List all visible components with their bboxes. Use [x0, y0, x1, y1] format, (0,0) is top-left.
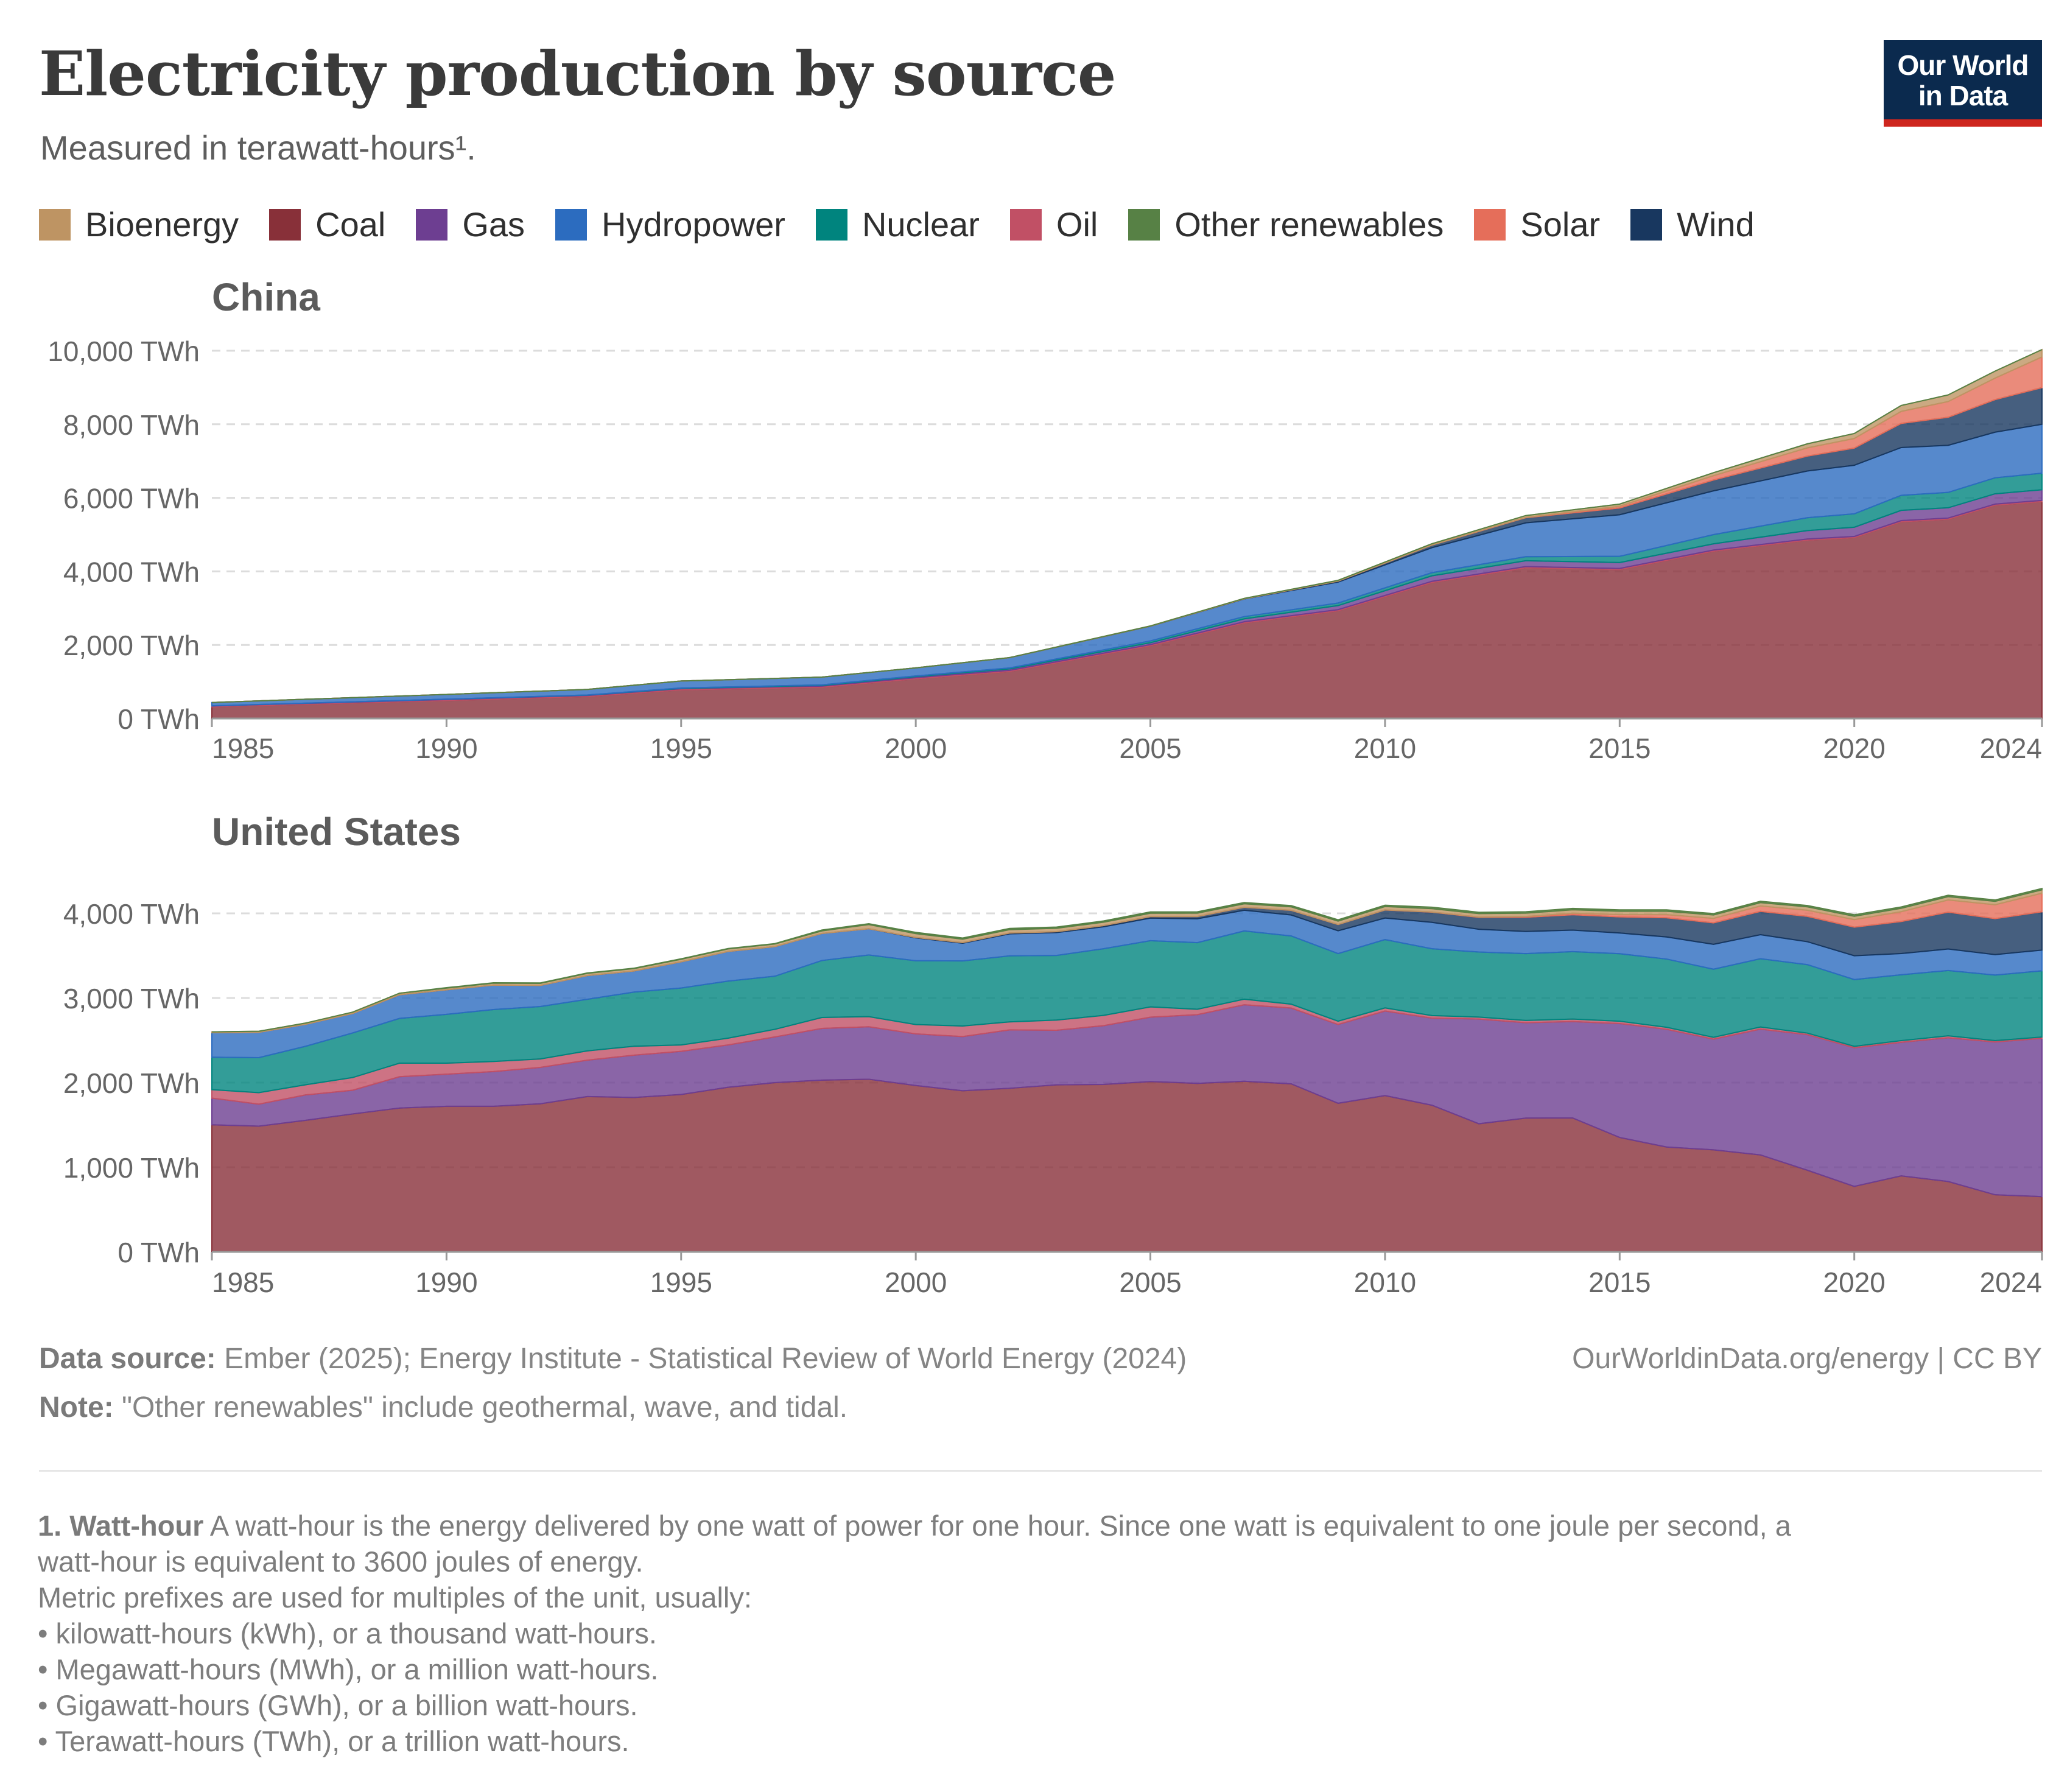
legend-item-nuclear[interactable]: Nuclear	[815, 205, 980, 244]
footnote-bullet: • Megawatt-hours (MWh), or a million wat…	[38, 1653, 659, 1685]
y-tick-label: 6,000 TWh	[63, 483, 200, 515]
charts-canvas: China 0 TWh 2,000 TWh 4,000 TWh 6,000 TWh 8,0…	[47, 275, 2043, 1298]
logo-line-2: in Data	[1918, 80, 2008, 111]
legend-swatch	[1630, 208, 1663, 241]
footnote-line-3: Metric prefixes are used for multiples o…	[38, 1581, 752, 1614]
x-tick-label: 1995	[650, 733, 712, 764]
x-tick-label: 1995	[650, 1267, 712, 1298]
note-text: "Other renewables" include geothermal, w…	[122, 1391, 848, 1424]
note-line: Note: "Other renewables" include geother…	[39, 1391, 2042, 1439]
x-tick-label: 2020	[1823, 1267, 1886, 1298]
area-other	[211, 887, 2043, 1033]
footer-divider	[39, 1470, 2042, 1472]
x-tick-label: 2015	[1588, 733, 1651, 764]
legend-item-hydropower[interactable]: Hydropower	[555, 205, 785, 244]
y-tick-label: 4,000 TWh	[63, 898, 200, 930]
x-tick-label: 1985	[212, 1267, 274, 1298]
y-tick-label: 3,000 TWh	[63, 983, 200, 1014]
x-tick-label: 2010	[1354, 733, 1416, 764]
legend-swatch	[1009, 208, 1042, 241]
footnote-term: 1. Watt-hour	[38, 1509, 204, 1542]
legend-swatch	[1128, 208, 1160, 241]
x-tick-label: 2015	[1588, 1267, 1651, 1298]
panel-title-china: China	[212, 275, 320, 319]
footnote-line-1: 1. Watt-hour A watt-hour is the energy d…	[38, 1508, 1986, 1544]
legend-item-other-renewables[interactable]: Other renewables	[1128, 205, 1444, 244]
legend-item-gas[interactable]: Gas	[416, 205, 525, 244]
panel-title-us: United States	[212, 810, 461, 854]
legend-item-oil[interactable]: Oil	[1009, 205, 1098, 244]
y-tick-label: 10,000 TWh	[47, 336, 200, 367]
legend-label: Hydropower	[602, 205, 785, 244]
legend-swatch	[269, 208, 301, 241]
legend-label: Oil	[1056, 205, 1098, 244]
y-tick-label: 8,000 TWh	[63, 409, 200, 441]
x-tick-label: 1990	[415, 733, 477, 764]
x-tick-label: 2010	[1354, 1267, 1416, 1298]
footer: Data source: Ember (2025); Energy Instit…	[39, 1342, 2042, 1439]
legend-label: Wind	[1677, 205, 1755, 244]
source-label: Data source:	[39, 1343, 216, 1375]
y-tick-label: 0 TWh	[118, 1237, 200, 1268]
legend-label: Nuclear	[861, 205, 980, 244]
logo-line-1: Our World	[1897, 49, 2029, 81]
legend-label: Other renewables	[1174, 205, 1444, 244]
footnote-text-1: A watt-hour is the energy delivered by o…	[209, 1509, 1791, 1542]
y-tick-label: 4,000 TWh	[63, 556, 200, 588]
legend-swatch	[815, 208, 847, 241]
y-tick-label: 2,000 TWh	[63, 1067, 200, 1099]
y-tick-label: 2,000 TWh	[63, 630, 200, 661]
y-tick-label: 0 TWh	[118, 703, 200, 735]
legend-swatch	[416, 208, 448, 241]
legend-item-bioenergy[interactable]: Bioenergy	[39, 205, 239, 244]
x-tick-label: 2000	[885, 1267, 947, 1298]
area-other	[211, 349, 2043, 703]
x-tick-label: 1985	[212, 733, 274, 764]
x-tick-label: 2024	[1980, 1267, 2042, 1298]
legend-label: Gas	[462, 205, 525, 244]
legend-item-solar[interactable]: Solar	[1474, 205, 1600, 244]
legend-swatch	[555, 208, 588, 241]
footnote-bullet: • Terawatt-hours (TWh), or a trillion wa…	[38, 1725, 630, 1757]
legend-swatch	[1474, 208, 1506, 241]
x-tick-label: 2005	[1119, 1267, 1181, 1298]
note-label: Note:	[39, 1391, 114, 1424]
legend-label: Solar	[1520, 205, 1601, 244]
legend: Bioenergy Coal Gas Hydropower Nuclear Oi…	[39, 205, 1785, 244]
legend-swatch	[39, 208, 71, 241]
x-tick-label: 1990	[415, 1267, 477, 1298]
footnote-line-2: watt-hour is equivalent to 3600 joules o…	[38, 1545, 644, 1578]
legend-item-coal[interactable]: Coal	[269, 205, 385, 244]
x-tick-label: 2005	[1119, 733, 1181, 764]
page-subtitle: Measured in terawatt-hours¹.	[40, 128, 476, 167]
footnote: 1. Watt-hour A watt-hour is the energy d…	[38, 1508, 1986, 1759]
legend-item-wind[interactable]: Wind	[1630, 205, 1755, 244]
x-tick-label: 2020	[1823, 733, 1886, 764]
owid-logo[interactable]: Our World in Data	[1884, 40, 2042, 127]
source-line: Data source: Ember (2025); Energy Instit…	[39, 1342, 2042, 1391]
y-tick-label: 1,000 TWh	[63, 1152, 200, 1184]
source-text: Ember (2025); Energy Institute - Statist…	[224, 1343, 1187, 1375]
legend-label: Bioenergy	[85, 205, 239, 244]
x-tick-label: 2000	[885, 733, 947, 764]
legend-label: Coal	[315, 205, 386, 244]
x-tick-label: 2024	[1980, 733, 2042, 764]
credit-link[interactable]: OurWorldinData.org/energy | CC BY	[1572, 1343, 2042, 1375]
footnote-bullet: • Gigawatt-hours (GWh), or a billion wat…	[38, 1689, 638, 1721]
footnote-bullet: • kilowatt-hours (kWh), or a thousand wa…	[38, 1617, 657, 1650]
page-title: Electricity production by source	[39, 38, 1117, 110]
